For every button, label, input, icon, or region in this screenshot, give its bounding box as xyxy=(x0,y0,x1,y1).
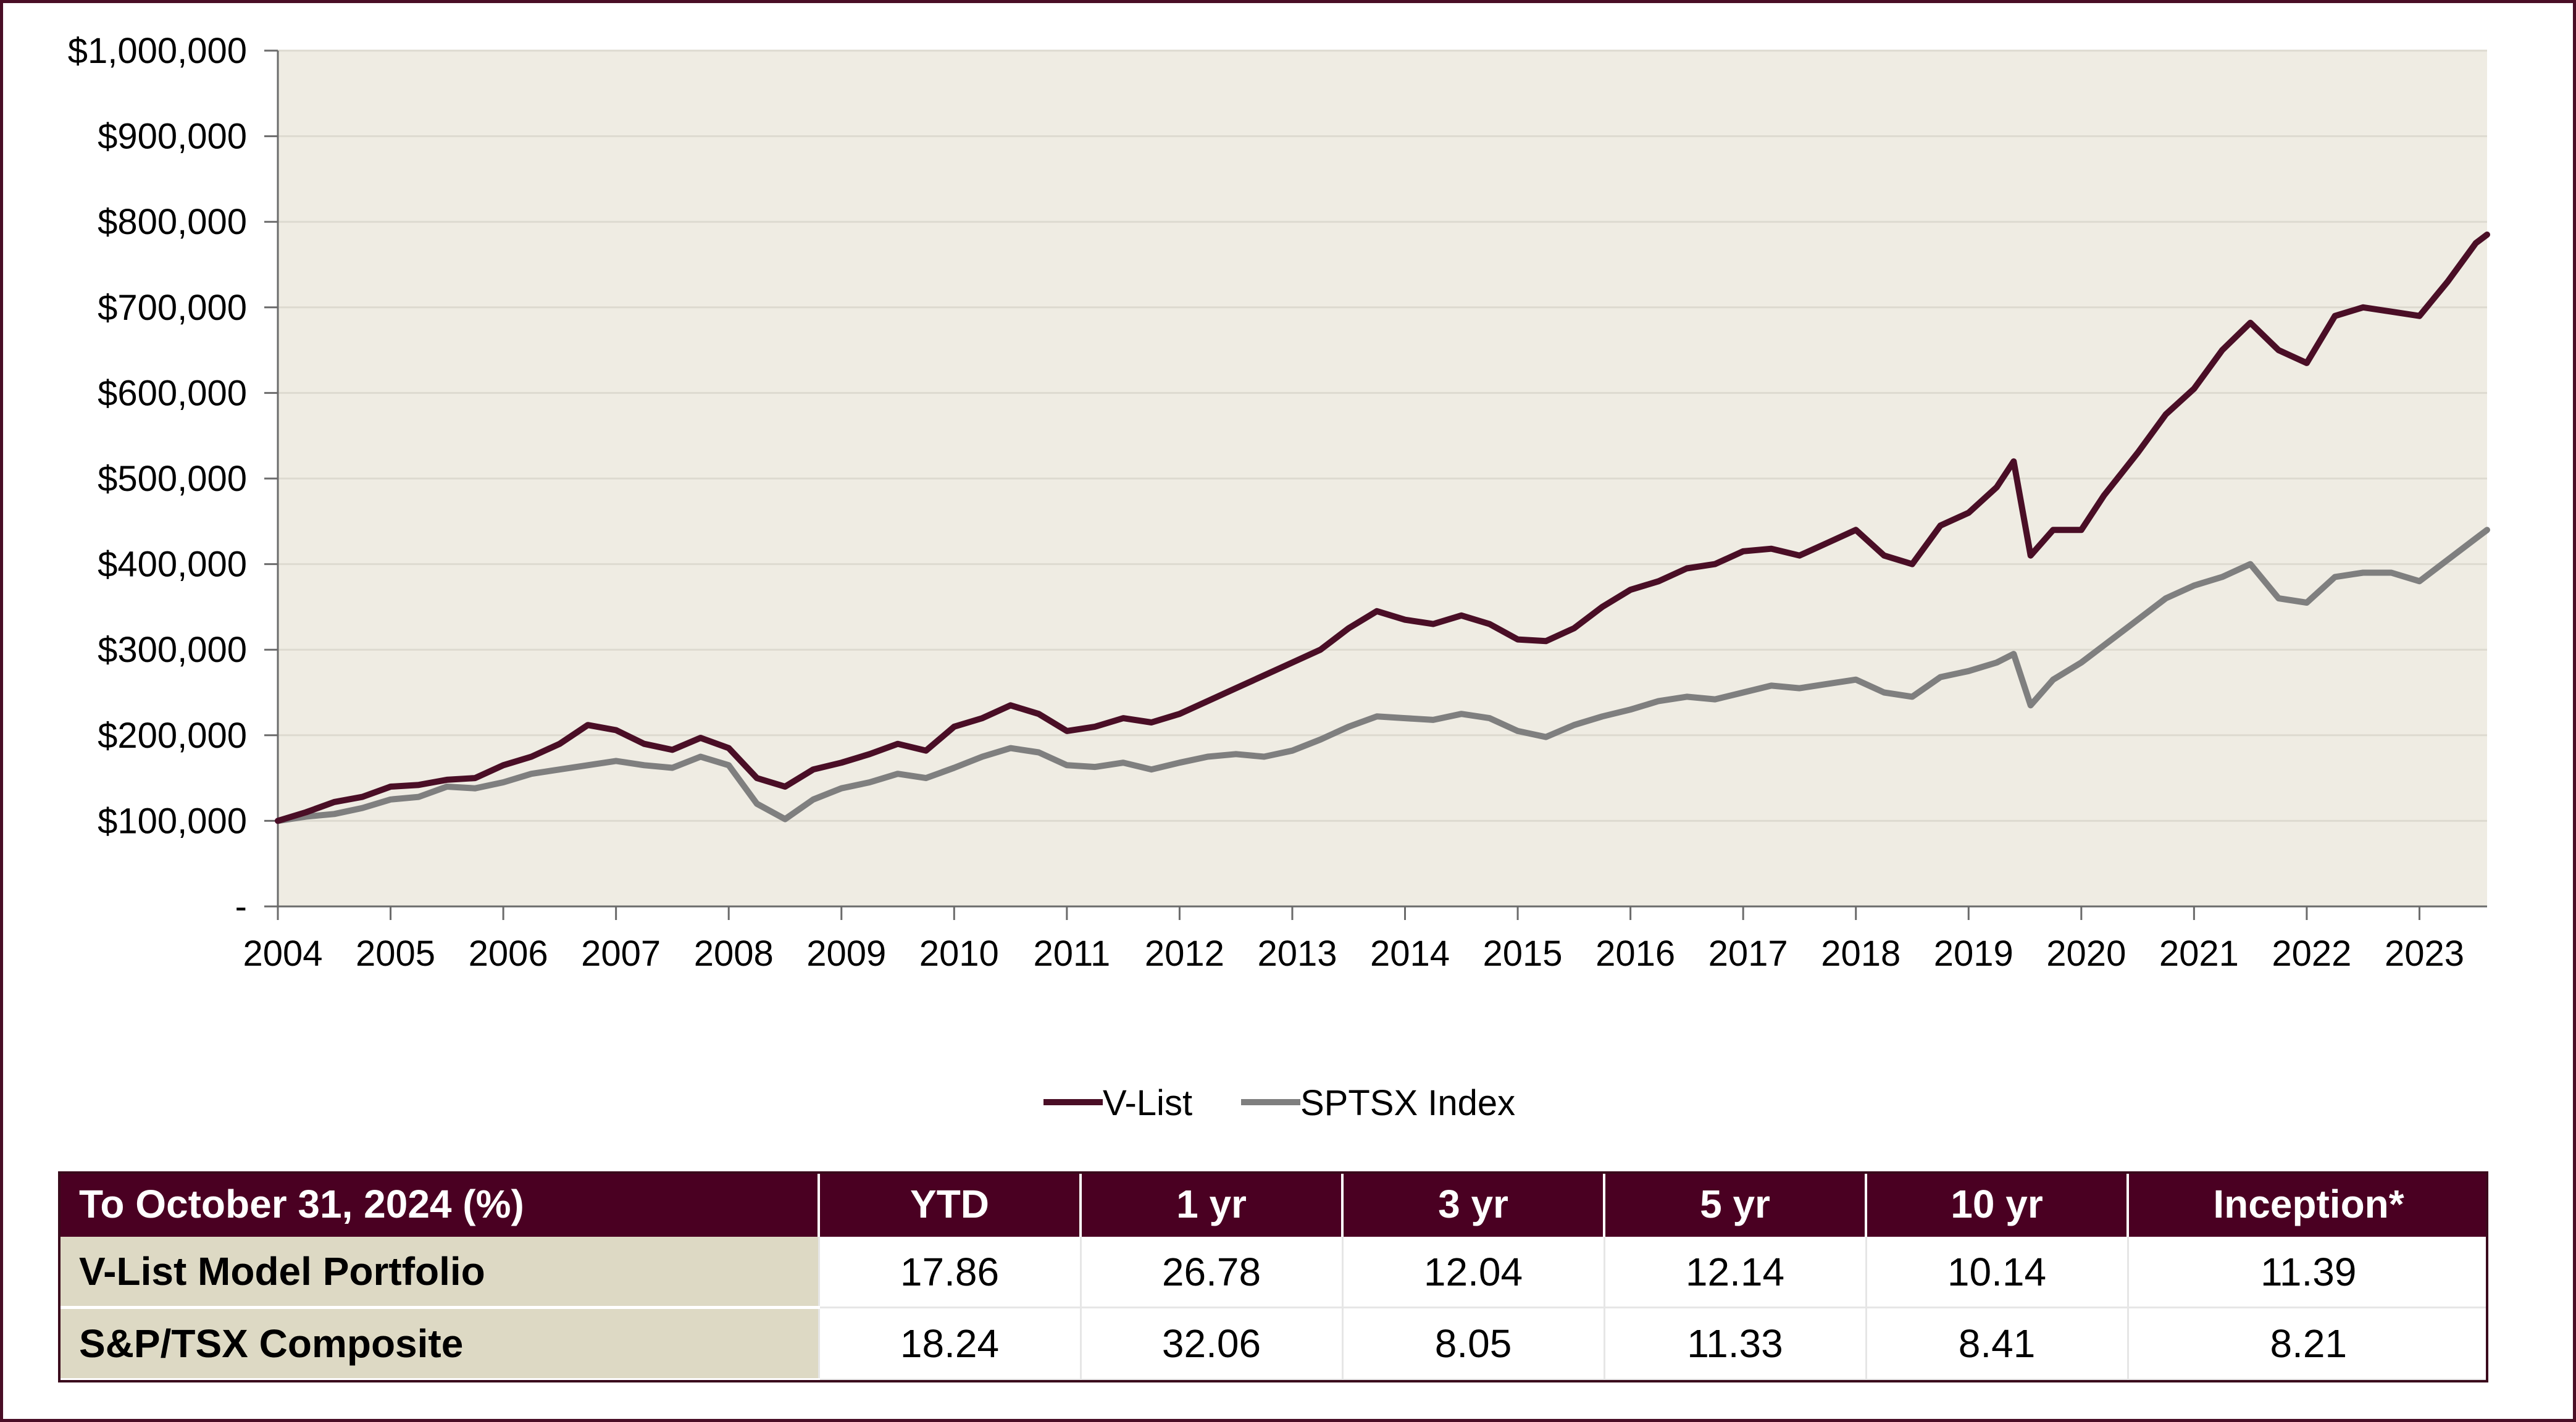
x-tick-label: 2016 xyxy=(1595,934,1675,974)
y-tick-label: $200,000 xyxy=(98,716,247,756)
x-tick-label: 2019 xyxy=(1934,934,2014,974)
y-tick-label: $700,000 xyxy=(98,288,247,328)
table-cell: 11.33 xyxy=(1603,1307,1866,1381)
table-cell: 18.24 xyxy=(818,1307,1081,1381)
x-tick-label: 2004 xyxy=(243,934,322,974)
row-label-sptsx: S&P/TSX Composite xyxy=(58,1307,819,1381)
table-cell: 8.21 xyxy=(2126,1307,2488,1381)
x-tick-label: 2005 xyxy=(356,934,435,974)
x-tick-label: 2017 xyxy=(1708,934,1788,974)
axes xyxy=(264,49,2487,920)
y-tick-label: $400,000 xyxy=(98,545,247,585)
x-tick-label: 2018 xyxy=(1821,934,1901,974)
x-tick-label: 2011 xyxy=(1033,934,1110,974)
column-header-inception: Inception* xyxy=(2126,1171,2488,1237)
y-tick-label: $1,000,000 xyxy=(68,31,247,71)
legend-label: SPTSX Index xyxy=(1300,1083,1515,1123)
y-tick-label: - xyxy=(235,887,247,927)
table-row: S&P/TSX Composite 18.24 32.06 8.05 11.33… xyxy=(58,1307,2488,1381)
performance-table: To October 31, 2024 (%) YTD 1 yr 3 yr 5 … xyxy=(58,1171,2488,1381)
table-cell: 10.14 xyxy=(1865,1237,2128,1308)
series-line-v-list xyxy=(275,232,2490,824)
gridlines xyxy=(278,49,2487,822)
x-axis-tick-labels: 2004 2005 2006 2007 2008 2009 2010 2011 2012 2013… xyxy=(243,934,2464,974)
y-tick-label: $900,000 xyxy=(98,117,247,157)
table-header-title: To October 31, 2024 (%) xyxy=(58,1171,819,1237)
table-cell: 12.04 xyxy=(1341,1237,1604,1308)
table-cell: 8.05 xyxy=(1341,1307,1604,1381)
x-tick-label: 2007 xyxy=(581,934,661,974)
column-header-10yr: 10 yr xyxy=(1865,1171,2128,1237)
x-tick-label: 2012 xyxy=(1145,934,1224,974)
table-cell: 8.41 xyxy=(1865,1307,2128,1381)
table-cell: 17.86 xyxy=(818,1237,1081,1308)
line-chart: - $100,000 $200,000 $300,000 $400,000 $500,00… xyxy=(68,31,2490,1123)
x-tick-label: 2006 xyxy=(469,934,548,974)
table-cell: 11.39 xyxy=(2126,1237,2488,1308)
series-lines xyxy=(275,232,2490,824)
table-cell: 12.14 xyxy=(1603,1237,1866,1308)
column-header-3yr: 3 yr xyxy=(1341,1171,1604,1237)
column-header-5yr: 5 yr xyxy=(1603,1171,1866,1237)
table-cell: 32.06 xyxy=(1079,1307,1342,1381)
x-tick-label: 2023 xyxy=(2385,934,2464,974)
table-cell: 26.78 xyxy=(1079,1237,1342,1308)
x-tick-label: 2014 xyxy=(1370,934,1450,974)
x-tick-label: 2020 xyxy=(2046,934,2126,974)
y-tick-label: $300,000 xyxy=(98,630,247,670)
y-tick-label: $500,000 xyxy=(98,459,247,499)
x-tick-label: 2022 xyxy=(2272,934,2351,974)
table-row: V-List Model Portfolio 17.86 26.78 12.04… xyxy=(58,1237,2488,1309)
y-tick-label: $800,000 xyxy=(98,202,247,242)
table-header-row: To October 31, 2024 (%) YTD 1 yr 3 yr 5 … xyxy=(58,1171,2488,1237)
x-tick-label: 2009 xyxy=(806,934,886,974)
x-tick-label: 2013 xyxy=(1257,934,1337,974)
row-label-vlist: V-List Model Portfolio xyxy=(58,1237,819,1309)
y-tick-label: $100,000 xyxy=(98,801,247,841)
x-tick-label: 2015 xyxy=(1483,934,1563,974)
column-header-1yr: 1 yr xyxy=(1079,1171,1342,1237)
legend: V-List SPTSX Index xyxy=(1043,1083,1515,1123)
series-line-sptsx-index xyxy=(275,527,2490,824)
column-header-ytd: YTD xyxy=(818,1171,1081,1237)
x-tick-label: 2021 xyxy=(2159,934,2239,974)
y-tick-label: $600,000 xyxy=(98,373,247,413)
y-axis-tick-labels: - $100,000 $200,000 $300,000 $400,000 $500,00… xyxy=(68,31,247,927)
x-tick-label: 2008 xyxy=(694,934,774,974)
x-tick-label: 2010 xyxy=(919,934,999,974)
legend-label: V-List xyxy=(1103,1083,1192,1123)
